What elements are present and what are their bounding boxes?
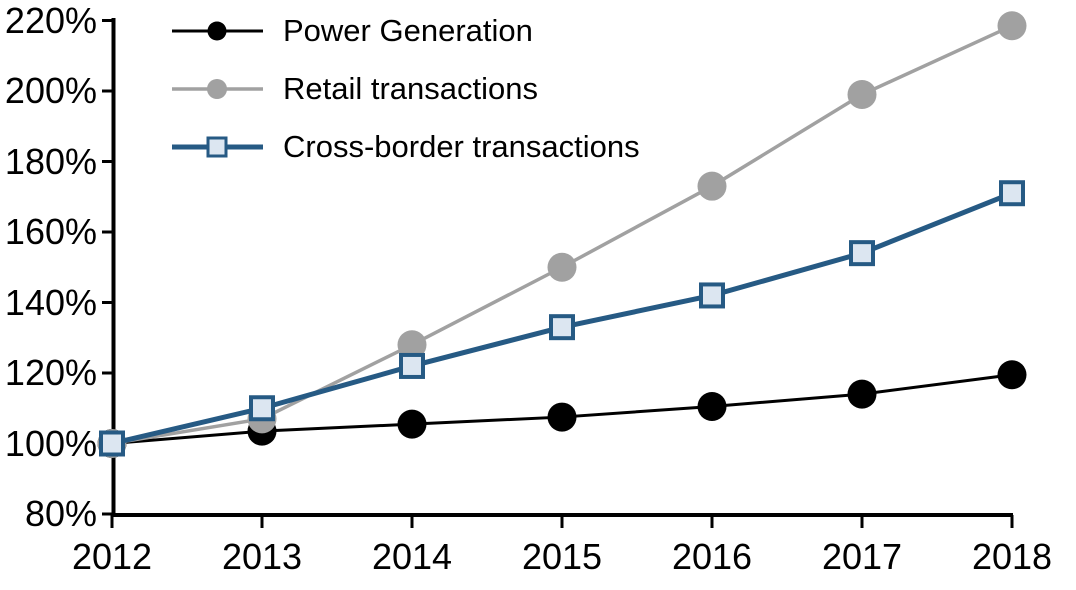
y-tick-label-100: 100% bbox=[4, 422, 97, 464]
marker-cross-border-transactions-2013 bbox=[249, 395, 275, 422]
marker-cross-border-transactions-2017 bbox=[849, 240, 875, 267]
x-tick-label-2013: 2013 bbox=[221, 536, 303, 577]
marker-retail-transactions-2015 bbox=[547, 252, 577, 282]
marker-retail-transactions-2018 bbox=[997, 11, 1027, 41]
marker-power-generation-2014 bbox=[397, 409, 427, 439]
legend-item-power-generation: Power Generation bbox=[172, 2, 640, 60]
retail-transactions-line-marker-icon bbox=[172, 79, 263, 99]
legend-label-retail-transactions: Retail transactions bbox=[283, 71, 539, 106]
legend-label-cross-border-transactions: Cross-border transactions bbox=[283, 129, 640, 164]
marker-cross-border-transactions-2015 bbox=[549, 314, 575, 341]
x-tick-label-2017: 2017 bbox=[821, 536, 903, 577]
cross-border-transactions-line-marker-icon bbox=[172, 136, 263, 158]
power-generation-line-marker-icon bbox=[172, 21, 263, 41]
y-tick-label-200: 200% bbox=[4, 70, 97, 111]
marker-cross-border-transactions-2014 bbox=[399, 352, 425, 379]
x-tick-label-2014: 2014 bbox=[371, 536, 453, 577]
marker-retail-transactions-2016 bbox=[697, 171, 727, 201]
y-tick-label-120: 120% bbox=[4, 352, 97, 393]
x-tick-label-2016: 2016 bbox=[671, 536, 753, 577]
marker-power-generation-2016 bbox=[697, 391, 727, 421]
marker-cross-border-transactions-2018 bbox=[999, 180, 1025, 207]
marker-power-generation-2018 bbox=[997, 360, 1027, 390]
y-tick-label-80: 80% bbox=[24, 493, 97, 534]
legend-item-retail-transactions: Retail transactions bbox=[172, 60, 640, 118]
legend-item-cross-border-transactions: Cross-border transactions bbox=[172, 118, 640, 176]
marker-power-generation-2015 bbox=[547, 402, 577, 432]
marker-retail-transactions-2014 bbox=[397, 330, 427, 360]
x-tick-label-2012: 2012 bbox=[71, 536, 153, 577]
y-tick-label-180: 180% bbox=[4, 140, 97, 182]
marker-cross-border-transactions-2016 bbox=[699, 282, 725, 309]
y-tick-label-220: 220% bbox=[4, 0, 97, 41]
marker-power-generation-2017 bbox=[847, 379, 877, 409]
x-tick-label-2015: 2015 bbox=[521, 536, 603, 577]
y-tick-label-160: 160% bbox=[4, 211, 97, 252]
legend: Power Generation Retail transactions Cro… bbox=[172, 2, 640, 176]
legend-label-power-generation: Power Generation bbox=[283, 13, 533, 48]
x-tick-label-2018: 2018 bbox=[971, 536, 1053, 577]
y-tick-label-140: 140% bbox=[4, 281, 97, 323]
marker-cross-border-transactions-2012 bbox=[99, 430, 125, 457]
marker-retail-transactions-2017 bbox=[847, 80, 877, 110]
